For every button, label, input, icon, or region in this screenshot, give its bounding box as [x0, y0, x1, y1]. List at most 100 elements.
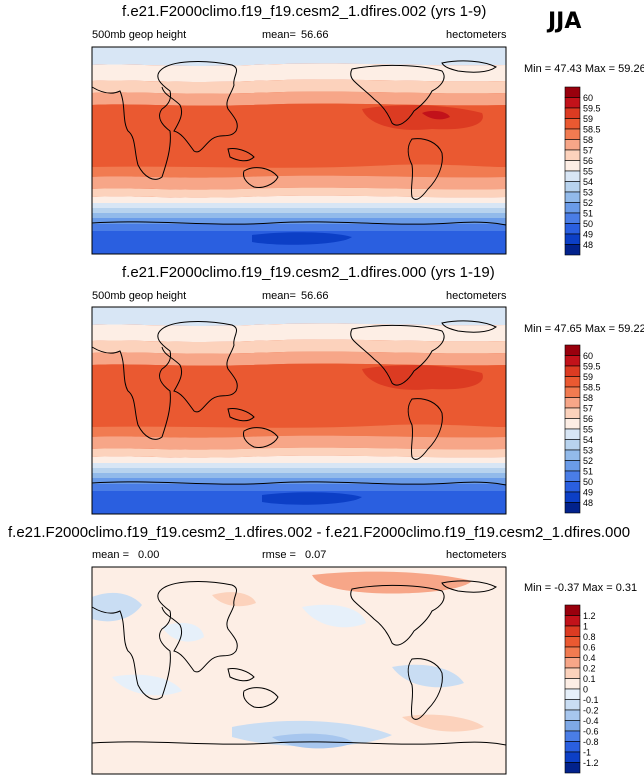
panel2-title: f.e21.F2000climo.f19_f19.cesm2_1.dfires.… [122, 264, 495, 281]
colorbar-tick-label: 58 [583, 135, 593, 145]
band-54 [92, 463, 506, 468]
panel2-mean-label: mean= [262, 290, 296, 302]
band-57 [92, 351, 506, 366]
min-antarctic [252, 232, 352, 245]
colorbar-swatch [564, 751, 581, 763]
band-52 [92, 213, 506, 218]
colorbar-tick-label: 52 [583, 456, 593, 466]
colorbar-swatch [564, 625, 581, 637]
panel3-colorbar: 1.210.80.60.40.20.10-0.1-0.2-0.4-0.6-0.8… [564, 604, 599, 774]
colorbar-tick-label: 52 [583, 198, 593, 208]
band-55-s [92, 455, 506, 463]
colorbar-tick-label: 0.1 [583, 674, 596, 684]
colorbar-tick-label: -0.4 [583, 716, 599, 726]
colorbar-swatch [564, 646, 581, 658]
band-55 [92, 323, 506, 342]
colorbar-tick-label: 53 [583, 188, 593, 198]
band-56 [92, 339, 506, 354]
panel2-variable: 500mb geop height [92, 290, 187, 302]
panel3-rmse-value: 0.07 [305, 549, 327, 561]
colorbar-swatch [564, 502, 581, 514]
season-label: JJA [548, 9, 582, 34]
colorbar-swatch [564, 730, 581, 742]
colorbar-swatch [564, 439, 581, 451]
colorbar-swatch [564, 212, 581, 224]
neg-anomaly-2 [302, 604, 366, 628]
pos-anomaly-north [312, 571, 472, 594]
colorbar-swatch [564, 688, 581, 700]
colorbar-swatch [564, 244, 581, 256]
colorbar-swatch [564, 449, 581, 461]
colorbar-tick-label: 49 [583, 230, 593, 240]
colorbar-tick-label: 0.2 [583, 664, 596, 674]
band-55 [92, 63, 506, 82]
colorbar-tick-label: 58 [583, 393, 593, 403]
colorbar-tick-label: 55 [583, 167, 593, 177]
panel3-title: f.e21.F2000climo.f19_f19.cesm2_1.dfires.… [8, 524, 631, 541]
colorbar-tick-label: 59.5 [583, 104, 601, 114]
colorbar-tick-label: 0.8 [583, 632, 596, 642]
colorbar-swatch [564, 191, 581, 203]
colorbar-tick-label: 48 [583, 240, 593, 250]
colorbar-swatch [564, 355, 581, 367]
colorbar-swatch [564, 181, 581, 193]
panel1-title: f.e21.F2000climo.f19_f19.cesm2_1.dfires.… [122, 3, 487, 20]
panel2-units: hectometers [446, 290, 507, 302]
colorbar-tick-label: 60 [583, 93, 593, 103]
band-58 [92, 424, 506, 438]
colorbar-swatch [564, 418, 581, 430]
colorbar-swatch [564, 202, 581, 214]
colorbar-swatch [564, 376, 581, 388]
map-frame [91, 306, 507, 515]
colorbar-tick-label: 50 [583, 477, 593, 487]
colorbar-tick-label: -0.6 [583, 727, 599, 737]
panel2-map [91, 306, 507, 515]
colorbar-tick-label: 0 [583, 685, 588, 695]
colorbar-swatch [564, 97, 581, 109]
panel3-units: hectometers [446, 549, 507, 561]
colorbar-tick-label: 0.6 [583, 643, 596, 653]
panel1-mean-value: 56.66 [301, 29, 329, 41]
colorbar-swatch [564, 149, 581, 161]
colorbar-swatch [564, 615, 581, 627]
colorbar-tick-label: 56 [583, 414, 593, 424]
colorbar-tick-label: -1.2 [583, 758, 599, 768]
max-core [422, 110, 450, 120]
panel1-mean-label: mean= [262, 29, 296, 41]
map-frame [91, 566, 507, 775]
neg-anomaly-south-core [272, 733, 354, 749]
colorbar-swatch [564, 118, 581, 130]
colorbar-tick-label: -1 [583, 748, 591, 758]
colorbar-tick-label: -0.8 [583, 737, 599, 747]
min-antarctic [262, 492, 362, 505]
colorbar-swatch [564, 170, 581, 182]
colorbar-tick-label: 60 [583, 351, 593, 361]
colorbar-tick-label: 58.5 [583, 125, 601, 135]
band-56 [92, 79, 506, 94]
panel1-units: hectometers [446, 29, 507, 41]
band-56-s [92, 447, 506, 458]
colorbar-tick-label: 48 [583, 498, 593, 508]
colorbar-swatch [564, 657, 581, 669]
band-50 [92, 224, 506, 231]
colorbar-tick-label: -0.1 [583, 695, 599, 705]
panel3-map [91, 566, 507, 775]
panel3-minmax: Min = -0.37 Max = 0.31 [524, 582, 638, 594]
band-51 [92, 478, 506, 484]
band-52 [92, 473, 506, 478]
colorbar-tick-label: 59 [583, 114, 593, 124]
colorbar-tick-label: 53 [583, 446, 593, 456]
colorbar-swatch [564, 604, 581, 616]
colorbar-swatch [564, 365, 581, 377]
colorbar-swatch [564, 86, 581, 98]
neg-anomaly-3 [392, 664, 464, 688]
colorbar-tick-label: 49 [583, 488, 593, 498]
panel1-map [91, 46, 507, 255]
colorbar-tick-label: 55 [583, 425, 593, 435]
colorbar-swatch [564, 397, 581, 409]
band-57 [92, 91, 506, 106]
panel3-mean-label: mean = [92, 549, 129, 561]
colorbar-tick-label: 1 [583, 622, 588, 632]
